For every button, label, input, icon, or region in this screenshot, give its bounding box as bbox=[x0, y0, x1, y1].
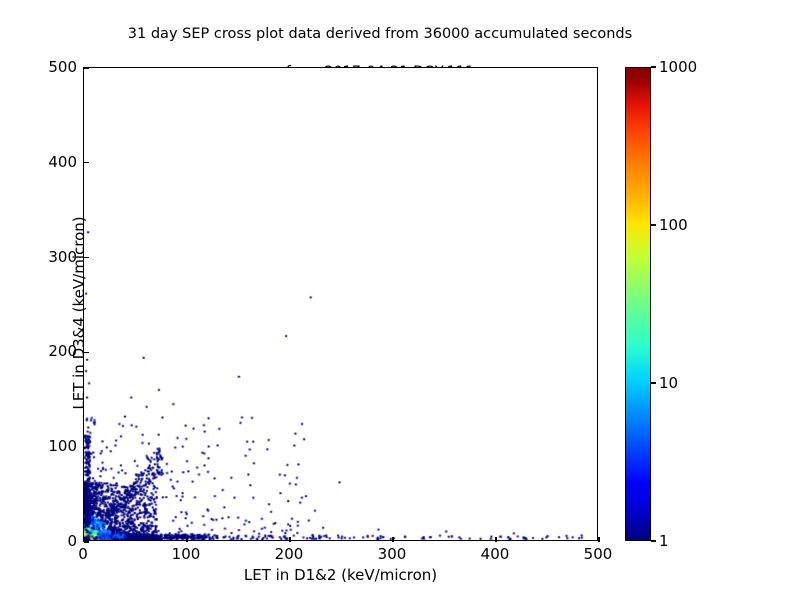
y-tick-mark bbox=[84, 351, 89, 354]
plot-axes bbox=[83, 67, 600, 543]
x-tick-label: 500 bbox=[583, 545, 613, 563]
y-tick-label: 200 bbox=[48, 342, 77, 361]
plot-title-line-1: 31 day SEP cross plot data derived from … bbox=[127, 26, 633, 42]
y-tick-mark bbox=[84, 541, 89, 543]
scatter-heatmap-canvas bbox=[84, 68, 597, 540]
x-tick-label: 400 bbox=[480, 545, 510, 563]
colorbar-tick-mark bbox=[651, 382, 656, 384]
x-tick-mark bbox=[495, 537, 497, 542]
x-tick-mark bbox=[289, 537, 291, 542]
colorbar bbox=[625, 67, 651, 541]
y-tick-label: 400 bbox=[48, 152, 77, 171]
y-tick-label: 0 bbox=[67, 532, 77, 550]
colorbar-tick-label: 1000 bbox=[659, 58, 698, 76]
x-tick-label: 200 bbox=[274, 545, 304, 563]
x-tick-mark bbox=[598, 537, 600, 542]
colorbar-tick-label: 10 bbox=[659, 374, 679, 392]
y-tick-mark bbox=[84, 162, 89, 164]
y-axis-label: LET in D3&4 (keV/micron) bbox=[70, 216, 88, 410]
y-tick-mark bbox=[84, 446, 89, 448]
y-tick-mark bbox=[84, 256, 89, 259]
x-tick-mark bbox=[83, 537, 85, 542]
x-tick-label: 300 bbox=[377, 545, 407, 563]
colorbar-tick-mark bbox=[651, 224, 656, 226]
x-tick-mark bbox=[186, 537, 188, 542]
y-tick-label: 500 bbox=[48, 58, 77, 76]
x-tick-mark bbox=[392, 537, 394, 542]
y-tick-label: 100 bbox=[48, 437, 77, 456]
x-tick-label: 0 bbox=[78, 545, 88, 563]
colorbar-tick-mark bbox=[651, 66, 656, 68]
y-tick-mark bbox=[84, 67, 89, 69]
colorbar-tick-label: 100 bbox=[659, 216, 688, 234]
y-tick-label: 300 bbox=[48, 247, 77, 266]
x-axis-label: LET in D1&2 (keV/micron) bbox=[243, 566, 438, 584]
colorbar-tick-label: 1 bbox=[659, 532, 669, 550]
x-tick-label: 100 bbox=[171, 545, 201, 563]
colorbar-tick-mark bbox=[651, 540, 656, 542]
